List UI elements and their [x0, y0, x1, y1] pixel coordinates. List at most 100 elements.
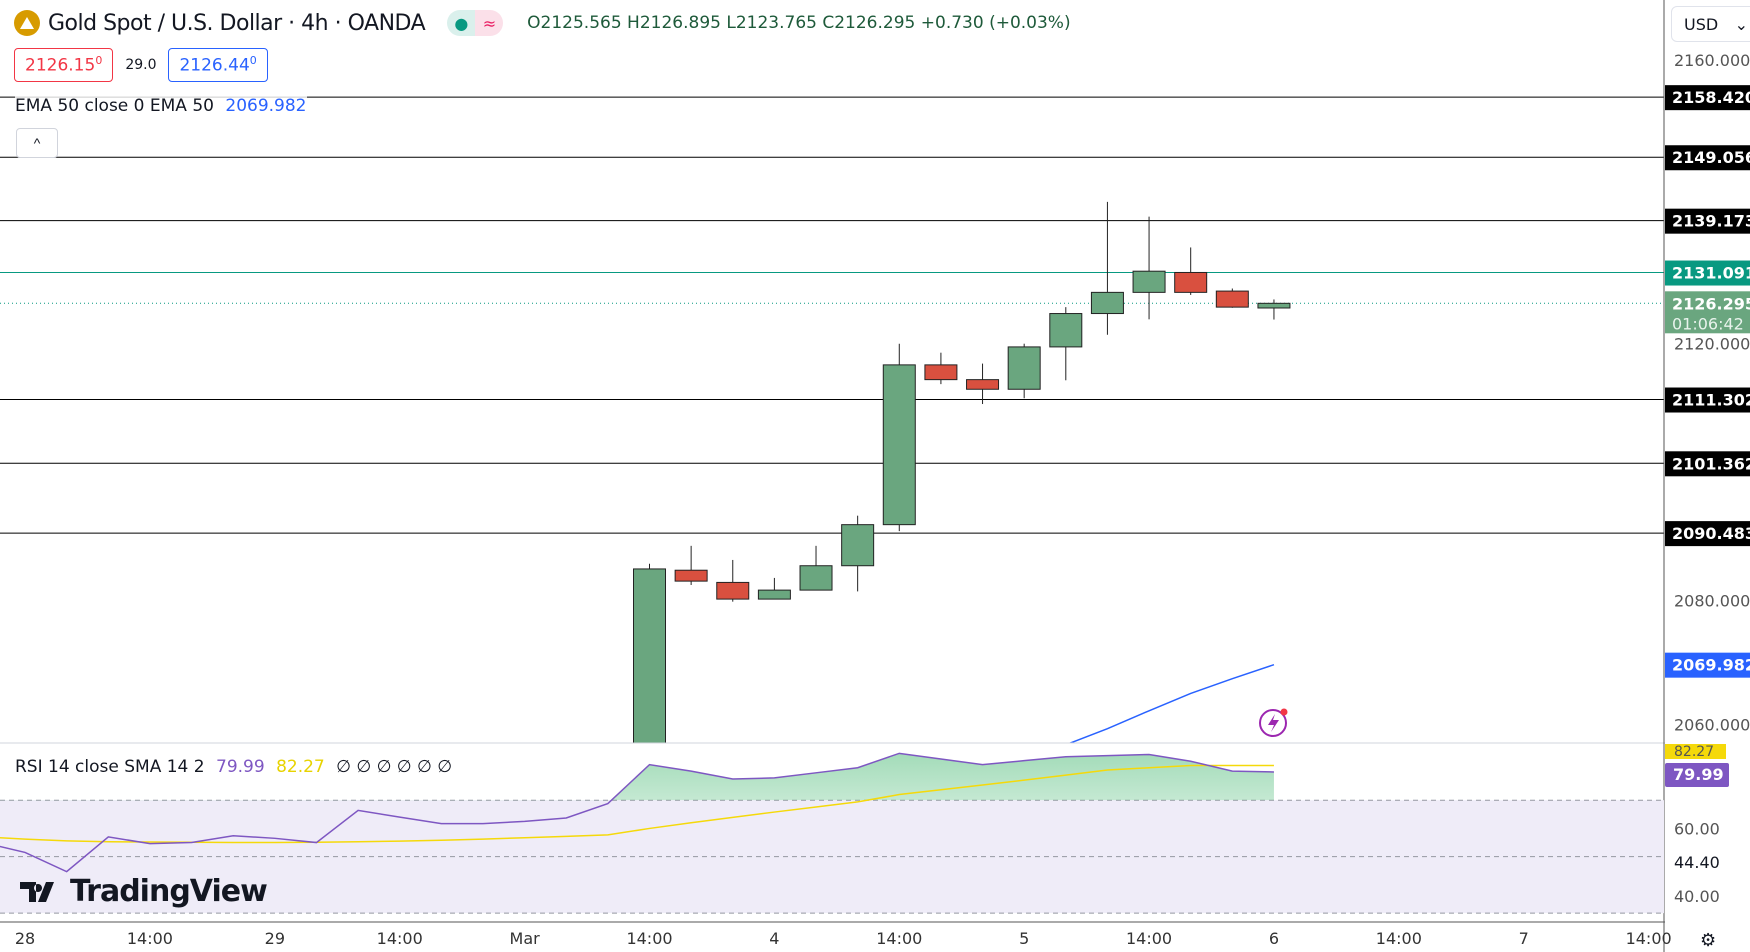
candle-body	[1215, 290, 1249, 308]
candle-body	[799, 565, 833, 591]
time-tick-label: 14:00	[377, 929, 423, 948]
time-tick-label: 14:00	[876, 929, 922, 948]
candle-body	[674, 569, 708, 582]
rsi-overbought-fill	[611, 753, 1274, 801]
price-tick-label: 2160.000	[1674, 51, 1750, 70]
sell-button[interactable]: 2126.150	[14, 48, 114, 82]
time-tick-label: 14:00	[626, 929, 672, 948]
ohlc-close: C2126.295	[822, 13, 916, 33]
chevron-up-icon: ^	[33, 135, 41, 151]
rsi-legend-value: 79.99	[216, 757, 265, 777]
candle-body	[1132, 270, 1166, 293]
sell-price-sup: 0	[95, 54, 103, 67]
buy-price: 2126.44	[179, 55, 250, 76]
time-tick-label: 28	[15, 929, 35, 948]
candle-body	[966, 379, 1000, 390]
time-tick-label: 7	[1519, 929, 1529, 948]
lightning-bolt	[1268, 714, 1279, 732]
spread: 29.0	[125, 56, 157, 73]
time-tick-label: 14:00	[1626, 929, 1672, 948]
rsi-label-bg	[1665, 762, 1729, 787]
market-status[interactable]: ● ≈	[447, 10, 504, 36]
gold-symbol-icon	[14, 10, 40, 36]
trade-prices: 2126.150 29.0 2126.440	[14, 48, 268, 82]
lightning-circle	[1259, 709, 1287, 737]
tradingview-logo-icon	[20, 881, 54, 902]
ohlc-change: +0.730 (+0.03%)	[920, 13, 1071, 33]
rsi-legend[interactable]: RSI 14 close SMA 14 2 79.99 82.27 ∅ ∅ ∅ …	[15, 757, 452, 777]
level-price-label: 2131.091	[1672, 264, 1750, 283]
price-tick-label: 2080.000	[1674, 591, 1750, 610]
level-price-label: 2158.420	[1672, 88, 1750, 107]
last-price-label: 2126.295	[1672, 294, 1750, 313]
level-price-label-bg	[1665, 451, 1750, 477]
rsi-level-label: 44.40	[1674, 853, 1720, 872]
ohlc-low: L2123.765	[726, 13, 817, 33]
candle-body	[716, 581, 750, 600]
ohlc-values: O2125.565 H2126.895 L2123.765 C2126.295 …	[527, 13, 1070, 33]
time-tick-label: 4	[769, 929, 779, 948]
level-price-label: 2101.362	[1672, 454, 1750, 473]
time-tick-label: Mar	[510, 929, 541, 948]
level-price-label-bg	[1665, 260, 1750, 286]
level-price-label-bg	[1665, 521, 1750, 547]
buy-price-sup: 0	[249, 54, 257, 67]
level-price-label-bg	[1665, 145, 1750, 171]
rsi-sma-line	[0, 764, 1274, 844]
rsi-line	[0, 752, 1274, 873]
candle-body	[1049, 313, 1083, 348]
time-tick-label: 14:00	[1376, 929, 1422, 948]
ohlc-high: H2126.895	[627, 13, 721, 33]
candle-body	[1090, 291, 1124, 315]
ema-price-label-bg	[1665, 652, 1750, 678]
time-tick-label: 29	[265, 929, 285, 948]
last-price-label-bg	[1665, 291, 1750, 334]
rsi-axis-label: 79.99	[1673, 765, 1724, 784]
tradingview-logo-text: TradingView	[70, 874, 268, 909]
level-price-label-bg	[1665, 208, 1750, 234]
sma-label-bg	[1665, 744, 1726, 759]
axis-settings-icon[interactable]: ⚙	[1700, 930, 1717, 950]
candle-body	[841, 524, 875, 567]
candle-body	[1174, 271, 1208, 293]
symbol-title[interactable]: Gold Spot / U.S. Dollar · 4h · OANDA	[48, 10, 426, 36]
candle-body	[633, 568, 666, 743]
bar-countdown: 01:06:42	[1672, 314, 1744, 333]
ema-legend-label: EMA 50 close 0 EMA 50	[15, 96, 214, 116]
ema50-line	[1068, 663, 1275, 743]
level-price-label: 2090.483	[1672, 524, 1750, 543]
delayed-data-icon[interactable]: ≈	[475, 10, 504, 36]
candle-body	[1257, 302, 1291, 309]
ema-price-label: 2069.982	[1672, 656, 1750, 675]
rsi-tick-label: 60.00	[1674, 819, 1720, 838]
price-pane	[0, 96, 1664, 743]
chevron-down-icon: ⌄	[1734, 15, 1748, 34]
tradingview-logo[interactable]: TradingView	[20, 874, 268, 909]
collapse-legend-button[interactable]: ^	[16, 128, 58, 158]
candle-body	[924, 364, 958, 381]
rsi-legend-empty-values: ∅ ∅ ∅ ∅ ∅ ∅	[336, 757, 453, 777]
time-tick-label: 14:00	[127, 929, 173, 948]
currency-select[interactable]: USD ⌄	[1671, 6, 1750, 42]
level-price-label-bg	[1665, 85, 1750, 111]
time-tick-label: 14:00	[1126, 929, 1172, 948]
candle-body	[757, 589, 791, 600]
buy-button[interactable]: 2126.440	[168, 48, 268, 82]
candle-body	[882, 364, 916, 526]
sma-legend-value: 82.27	[276, 757, 325, 777]
sell-price: 2126.15	[25, 55, 96, 76]
price-tick-label: 2060.000	[1674, 716, 1750, 735]
price-tick-label: 2120.000	[1674, 335, 1750, 354]
currency-value: USD	[1684, 15, 1719, 34]
ema-legend[interactable]: EMA 50 close 0 EMA 50 2069.982	[15, 96, 307, 116]
level-price-label: 2149.056	[1672, 148, 1750, 167]
level-price-label: 2139.173	[1672, 212, 1750, 231]
level-price-label-bg	[1665, 387, 1750, 413]
ohlc-open: O2125.565	[527, 13, 622, 33]
sma-axis-label: 82.27	[1674, 744, 1714, 760]
rsi-tick-label: 40.00	[1674, 887, 1720, 906]
ema-legend-value: 2069.982	[225, 96, 307, 116]
time-tick-label: 5	[1019, 929, 1029, 948]
market-open-dot-icon[interactable]: ●	[447, 10, 476, 36]
